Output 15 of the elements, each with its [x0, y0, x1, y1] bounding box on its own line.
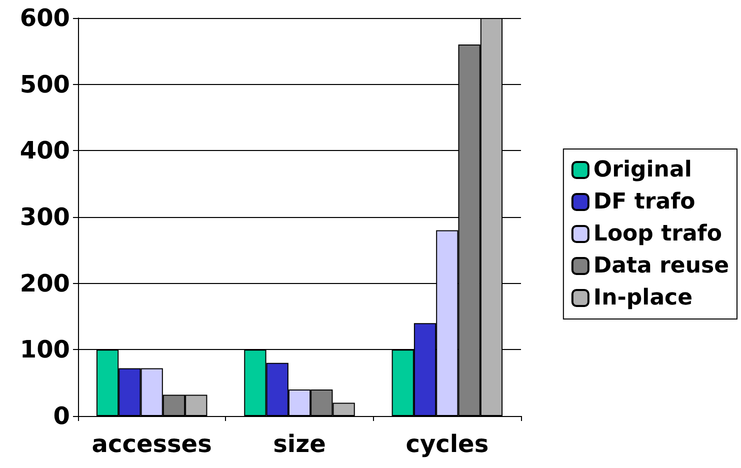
- legend-label: Data reuse: [593, 254, 729, 278]
- y-tick-label: 200: [20, 269, 70, 298]
- legend-label: DF trafo: [593, 190, 696, 214]
- y-tick-label: 100: [20, 336, 70, 364]
- x-tick-label: accesses: [92, 430, 212, 458]
- y-tick-label: 600: [20, 4, 70, 32]
- y-tick-label: 500: [20, 70, 70, 98]
- x-tick-label: cycles: [406, 430, 489, 458]
- legend-label: Loop trafo: [593, 222, 722, 246]
- x-tick-label: size: [273, 430, 326, 458]
- legend-label: Original: [593, 158, 692, 182]
- y-tick-label: 400: [20, 136, 70, 165]
- y-tick-label: 0: [53, 402, 70, 430]
- legend-label: In-place: [593, 286, 692, 310]
- y-tick-label: 300: [20, 203, 70, 231]
